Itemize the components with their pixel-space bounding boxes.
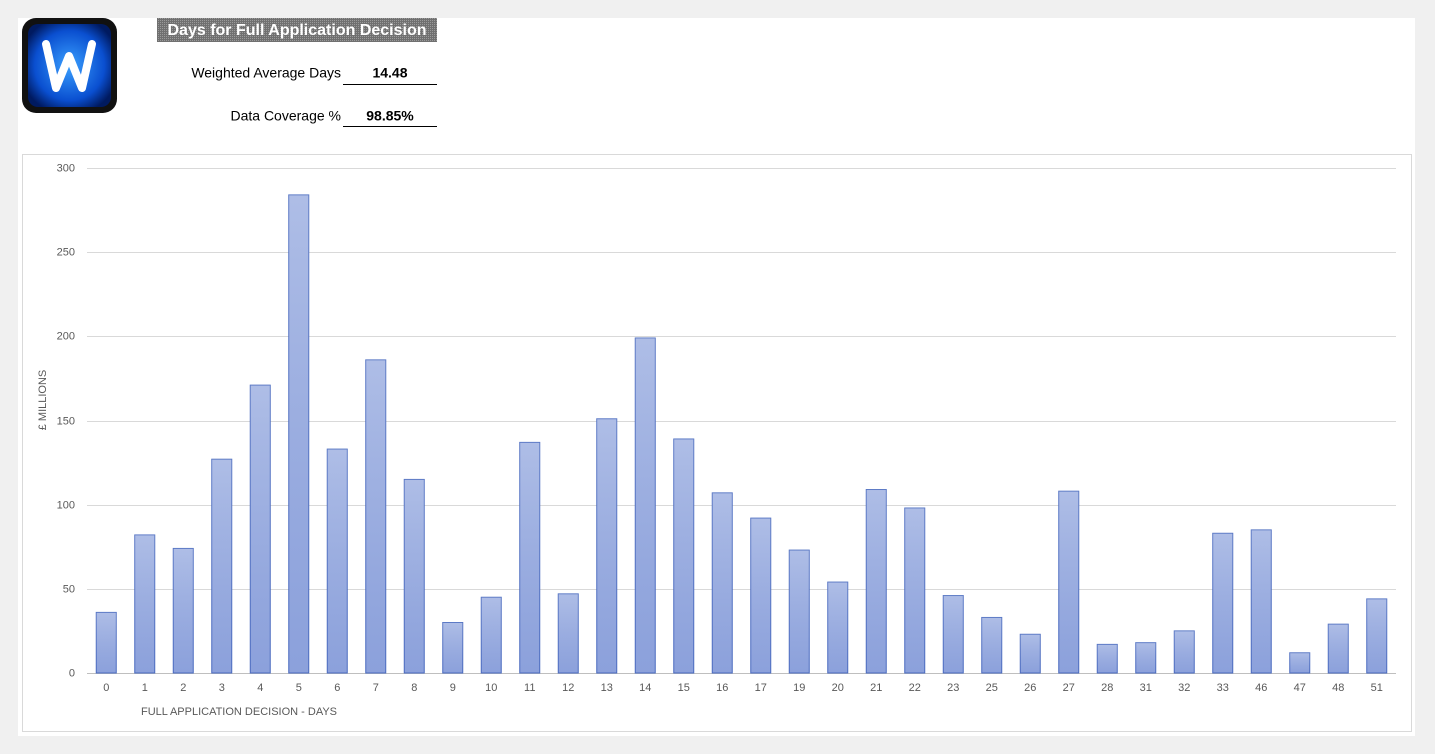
x-tick-label: 48: [1332, 682, 1344, 694]
x-tick-label: 26: [1024, 682, 1036, 694]
x-tick-label: 0: [103, 682, 109, 694]
x-tick-label: 23: [947, 682, 959, 694]
y-tick-label: 100: [57, 499, 75, 511]
bar-shade: [365, 359, 386, 673]
bar-shade: [1251, 529, 1272, 673]
bar-shade: [1289, 652, 1310, 673]
bar-shade: [1135, 642, 1156, 673]
y-tick-label: 0: [69, 667, 75, 679]
x-tick-label: 14: [639, 682, 651, 694]
x-tick-label: 6: [334, 682, 340, 694]
bar-shade: [211, 459, 232, 673]
header-title: Days for Full Application Decision: [168, 22, 427, 39]
bar-shade: [1097, 644, 1118, 673]
x-tick-label: 3: [219, 682, 225, 694]
bar-shade: [866, 489, 887, 673]
y-tick-label: 250: [57, 246, 75, 258]
bar-shade: [1366, 598, 1387, 673]
bar-shade: [712, 492, 733, 673]
bar-shade: [404, 479, 425, 673]
bar-shade: [750, 518, 771, 673]
y-tick-label: 200: [57, 330, 75, 342]
bar-shade: [519, 442, 540, 673]
x-tick-label: 31: [1140, 682, 1152, 694]
x-tick-label: 21: [870, 682, 882, 694]
x-tick-label: 17: [755, 682, 767, 694]
y-tick-label: 50: [63, 583, 75, 595]
x-tick-label: 16: [716, 682, 728, 694]
x-tick-label: 13: [601, 682, 613, 694]
x-tick-label: 9: [450, 682, 456, 694]
x-tick-label: 15: [678, 682, 690, 694]
bar-shade: [904, 508, 925, 673]
bar-shade: [327, 449, 348, 673]
x-tick-label: 4: [257, 682, 263, 694]
metric-value: 14.48: [372, 65, 407, 81]
bar-shade: [250, 385, 271, 673]
bar-shade: [1174, 630, 1195, 673]
y-tick-label: 150: [57, 415, 75, 427]
x-tick-label: 12: [562, 682, 574, 694]
x-tick-label: 5: [296, 682, 302, 694]
title-box: [157, 18, 437, 42]
x-tick-label: 2: [180, 682, 186, 694]
bar-shade: [1212, 533, 1233, 673]
metric-value: 98.85%: [366, 108, 414, 124]
x-tick-label: 28: [1101, 682, 1113, 694]
bar-shade: [596, 418, 617, 673]
bar-shade: [442, 622, 463, 673]
x-tick-label: 22: [909, 682, 921, 694]
bar-shade: [481, 597, 502, 673]
bar-shade: [1328, 624, 1349, 673]
x-axis-label: FULL APPLICATION DECISION - DAYS: [141, 706, 337, 718]
logo: [22, 18, 117, 113]
y-axis-label: £ MILLIONS: [37, 370, 49, 431]
bar-shade: [134, 534, 155, 673]
x-tick-label: 20: [832, 682, 844, 694]
x-tick-label: 27: [1063, 682, 1075, 694]
x-tick-label: 46: [1255, 682, 1267, 694]
bar-shade: [1058, 491, 1079, 673]
x-tick-label: 8: [411, 682, 417, 694]
x-tick-label: 32: [1178, 682, 1190, 694]
x-tick-label: 1: [142, 682, 148, 694]
bar-shade: [673, 439, 694, 673]
bar-shade: [288, 194, 309, 673]
x-tick-label: 11: [524, 682, 535, 694]
y-tick-label: 300: [57, 162, 75, 174]
x-tick-label: 47: [1294, 682, 1306, 694]
bar-shade: [96, 612, 117, 673]
x-tick-label: 19: [793, 682, 805, 694]
x-tick-label: 51: [1371, 682, 1383, 694]
bar-shade: [981, 617, 1002, 673]
bar-shade: [635, 338, 656, 673]
x-tick-label: 10: [485, 682, 497, 694]
bar-shade: [1020, 634, 1041, 673]
bar-shade: [173, 548, 194, 673]
metric-label: Data Coverage %: [230, 108, 341, 124]
x-tick-label: 7: [373, 682, 379, 694]
bar-shade: [789, 550, 810, 673]
x-tick-label: 33: [1217, 682, 1229, 694]
bar-shade: [558, 593, 579, 673]
bar-shade: [827, 582, 848, 673]
x-tick-label: 25: [986, 682, 998, 694]
metric-label: Weighted Average Days: [191, 65, 341, 81]
bar-shade: [943, 595, 964, 673]
